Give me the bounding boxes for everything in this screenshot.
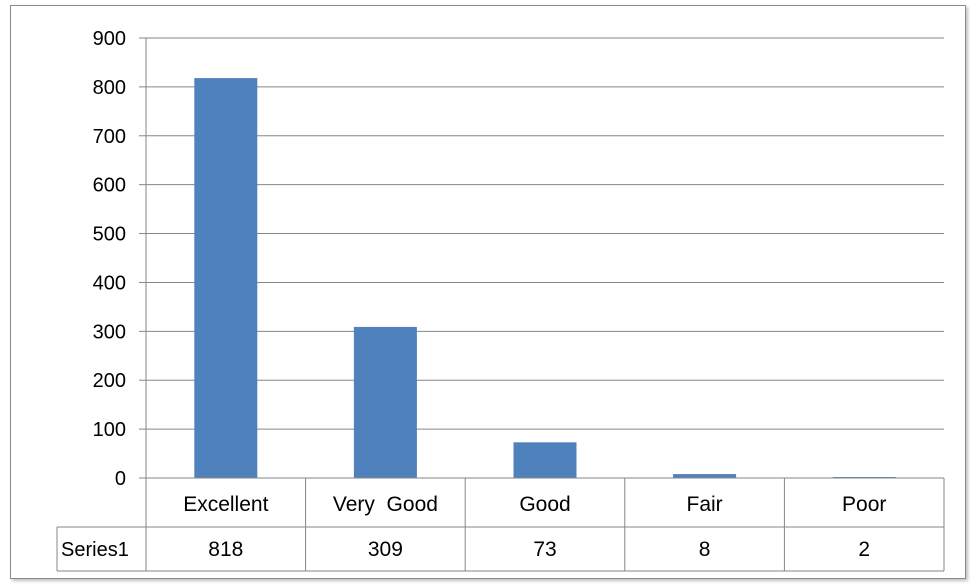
y-tick-label: 700 <box>93 126 126 148</box>
table-value: 8 <box>699 538 711 561</box>
bar-very-good <box>353 326 417 478</box>
y-tick-label: 300 <box>93 321 126 343</box>
table-value: 2 <box>858 538 870 561</box>
bar-excellent <box>194 78 258 478</box>
y-tick-label: 100 <box>93 419 126 441</box>
table-value: 818 <box>208 538 243 561</box>
x-category-label: Good <box>519 493 570 516</box>
table-value: 309 <box>368 538 403 561</box>
x-category-label: Very Good <box>333 493 438 516</box>
y-tick-label: 900 <box>93 28 126 50</box>
x-category-label: Fair <box>687 493 723 516</box>
table-series-label: Series1 <box>61 539 129 561</box>
bar-good <box>513 442 577 478</box>
y-tick-label: 200 <box>93 370 126 392</box>
y-tick-label: 600 <box>93 175 126 197</box>
y-tick-label: 500 <box>93 224 126 246</box>
y-tick-label: 800 <box>93 77 126 99</box>
bar-fair <box>673 474 737 478</box>
chart-frame <box>10 5 966 579</box>
x-category-label: Excellent <box>183 493 268 516</box>
x-category-label: Poor <box>842 493 886 516</box>
table-value: 73 <box>533 538 556 561</box>
y-tick-label: 0 <box>115 468 126 490</box>
y-tick-label: 400 <box>93 272 126 294</box>
